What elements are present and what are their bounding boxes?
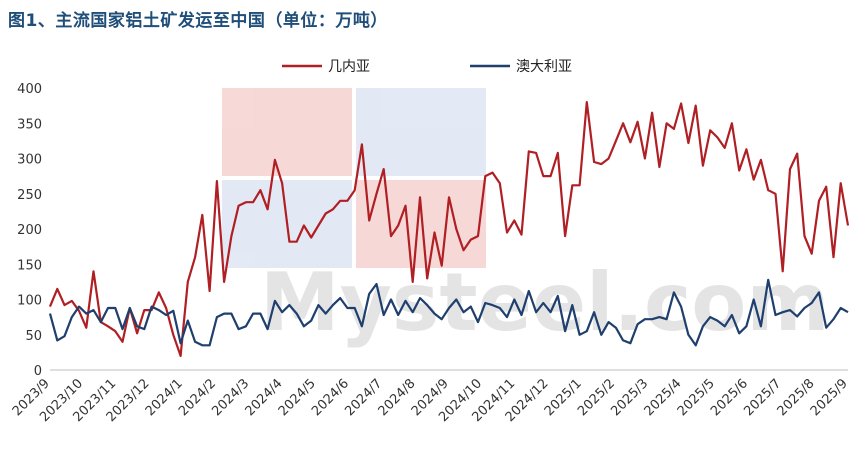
y-tick-label: 50 — [25, 329, 42, 344]
chart-title: 图1、主流国家铝土矿发运至中国（单位：万吨） — [8, 11, 388, 31]
series-line-australia — [48, 278, 849, 347]
x-axis: 2023/92023/102023/112023/122024/12024/22… — [10, 369, 851, 425]
x-tick-label: 2025/9 — [808, 376, 851, 419]
legend-label: 澳大利亚 — [516, 59, 572, 75]
y-tick-label: 100 — [17, 294, 42, 309]
y-tick-label: 150 — [17, 258, 42, 273]
y-tick-label: 200 — [17, 223, 42, 238]
y-tick-label: 300 — [17, 153, 42, 168]
legend: 几内亚 澳大利亚 — [282, 59, 572, 75]
mysteel-watermark-logo: Mysteel.com — [222, 88, 830, 349]
y-tick-label: 350 — [17, 117, 42, 132]
series-line-guinea — [48, 100, 850, 357]
y-tick-label: 400 — [17, 82, 42, 97]
y-tick-label: 250 — [17, 188, 42, 203]
legend-label: 几内亚 — [328, 59, 370, 75]
series-layer — [48, 100, 850, 357]
svg-text:Mysteel.com: Mysteel.com — [260, 256, 830, 349]
y-axis: 0 50 100 150 200 250 300 350 400 — [17, 82, 42, 379]
y-tick-label: 0 — [34, 364, 42, 379]
